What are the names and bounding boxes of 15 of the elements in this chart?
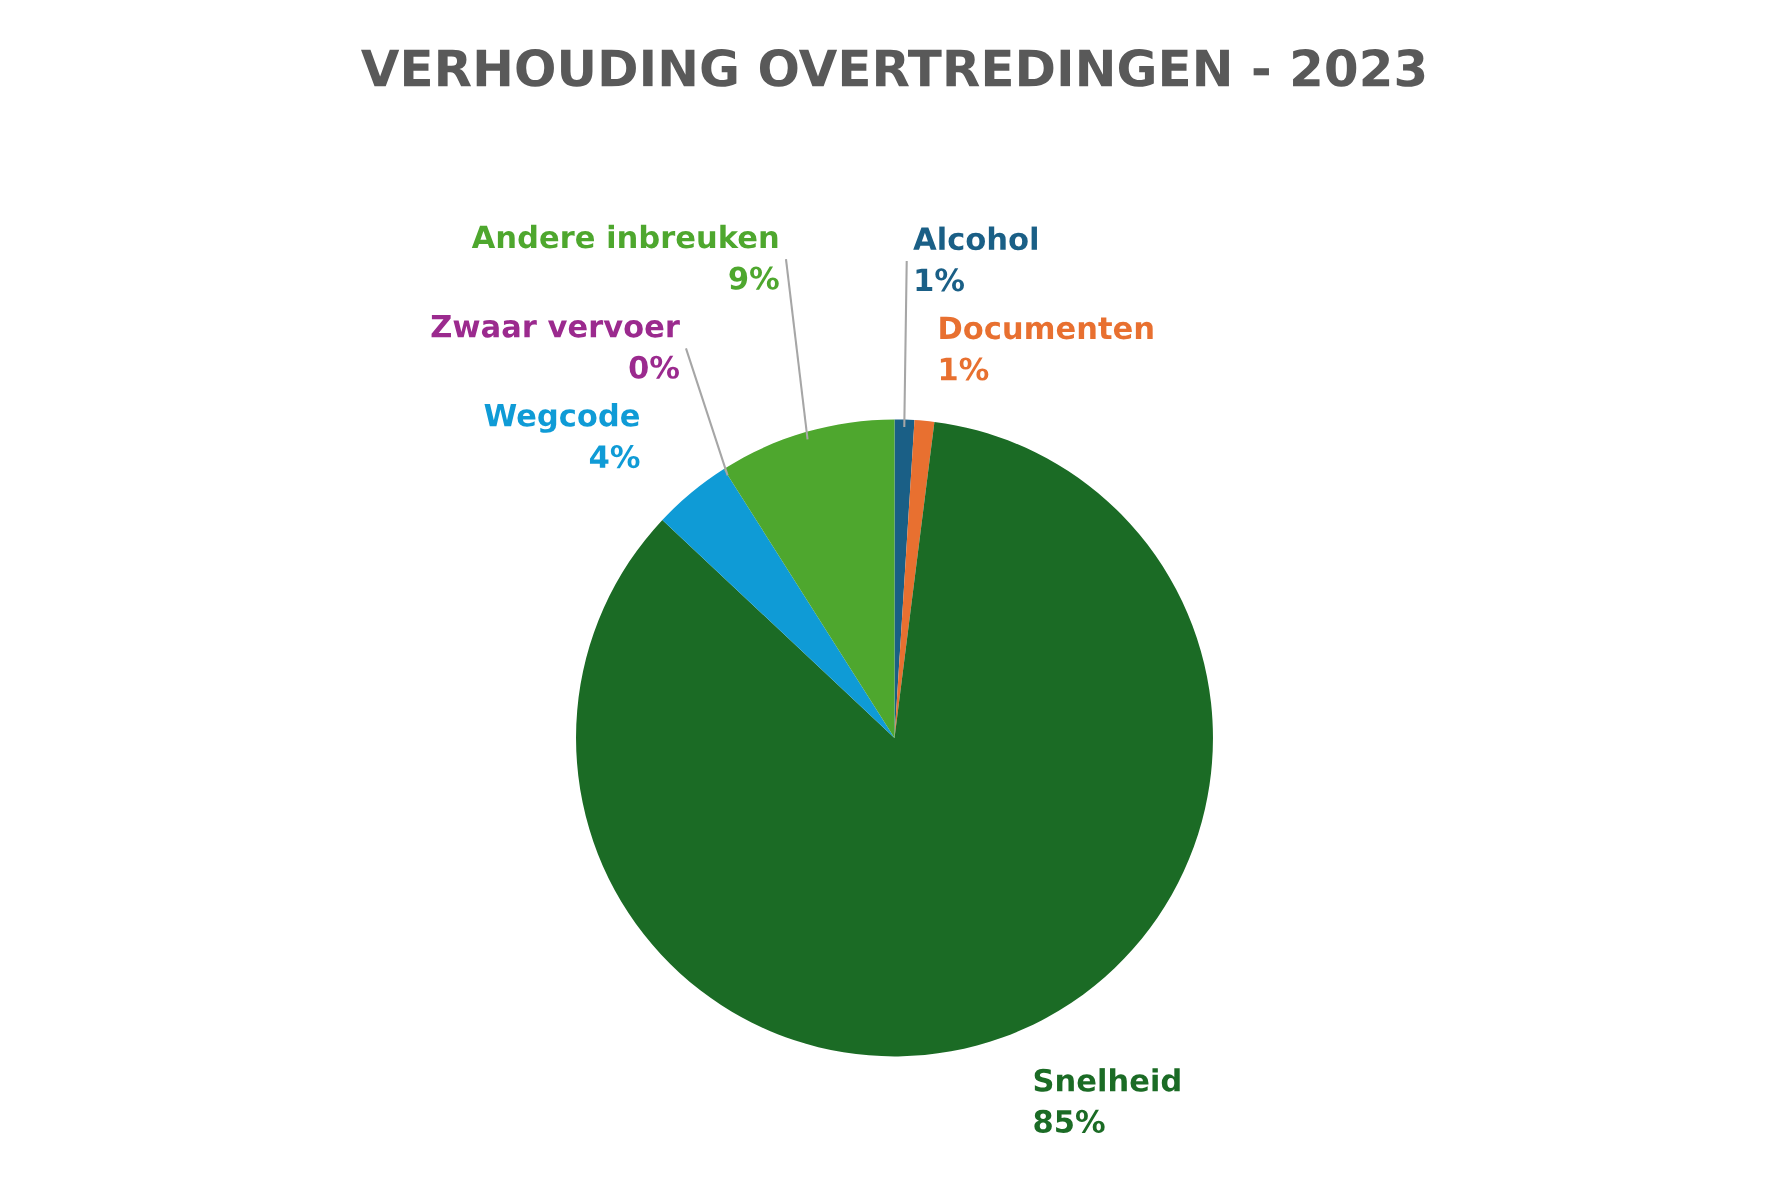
data-label: 85% — [1034, 1109, 1105, 1133]
data-label: 9% — [729, 266, 779, 290]
pie-slice — [723, 419, 895, 738]
slice-label: Alcohol — [913, 226, 1037, 251]
slice-label: Wegcode — [484, 403, 639, 433]
slice-label: Andere inbreuken — [471, 224, 778, 249]
category-label: Zwaar vervoer — [431, 314, 680, 338]
data-label: 1% — [916, 268, 964, 292]
slice-label: Documenten — [940, 316, 1153, 340]
data-label: 1% — [940, 357, 989, 381]
slice-label: Snelheid — [1034, 1068, 1180, 1092]
pie-slice — [662, 469, 895, 738]
text: 0% — [629, 355, 679, 379]
chart-title: VERHOUDING OVERTREDINGEN - 2023 — [361, 49, 1425, 87]
data-label: 4% — [589, 445, 640, 469]
